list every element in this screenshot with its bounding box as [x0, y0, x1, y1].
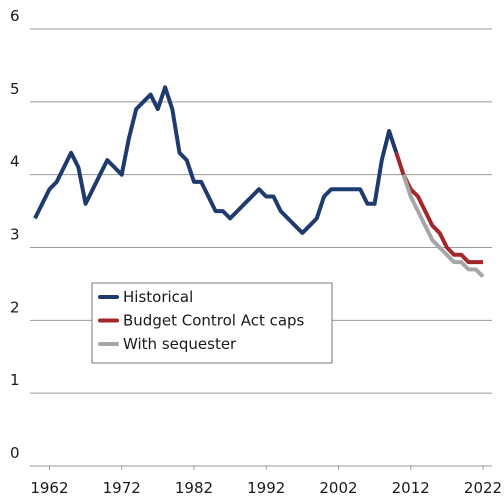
x-tick-label: 1962: [30, 479, 68, 497]
series-line: [401, 174, 485, 279]
legend: Historical Budget Control Act caps With se…: [91, 282, 333, 364]
x-tick-label: 1972: [103, 479, 141, 497]
series-line: [394, 152, 483, 265]
x-tick-label: 2012: [392, 479, 430, 497]
legend-label: Historical: [123, 288, 193, 306]
series-line: [33, 85, 399, 235]
x-tick-label: 1982: [175, 479, 213, 497]
x-tick-label: 1992: [247, 479, 285, 497]
x-tick-label: 2022: [464, 479, 502, 497]
y-tick-label: 3: [10, 226, 20, 244]
legend-box: [91, 282, 333, 364]
legend-label: Budget Control Act caps: [123, 312, 305, 330]
x-tick-label: 2002: [319, 479, 357, 497]
y-tick-label: 6: [10, 7, 20, 25]
y-tick-label: 0: [10, 444, 20, 462]
y-tick-label: 1: [10, 371, 20, 389]
y-tick-label: 2: [10, 298, 20, 316]
y-tick-label: 5: [10, 80, 20, 98]
y-tick-label: 4: [10, 153, 20, 171]
legend-label: With sequester: [123, 335, 237, 353]
